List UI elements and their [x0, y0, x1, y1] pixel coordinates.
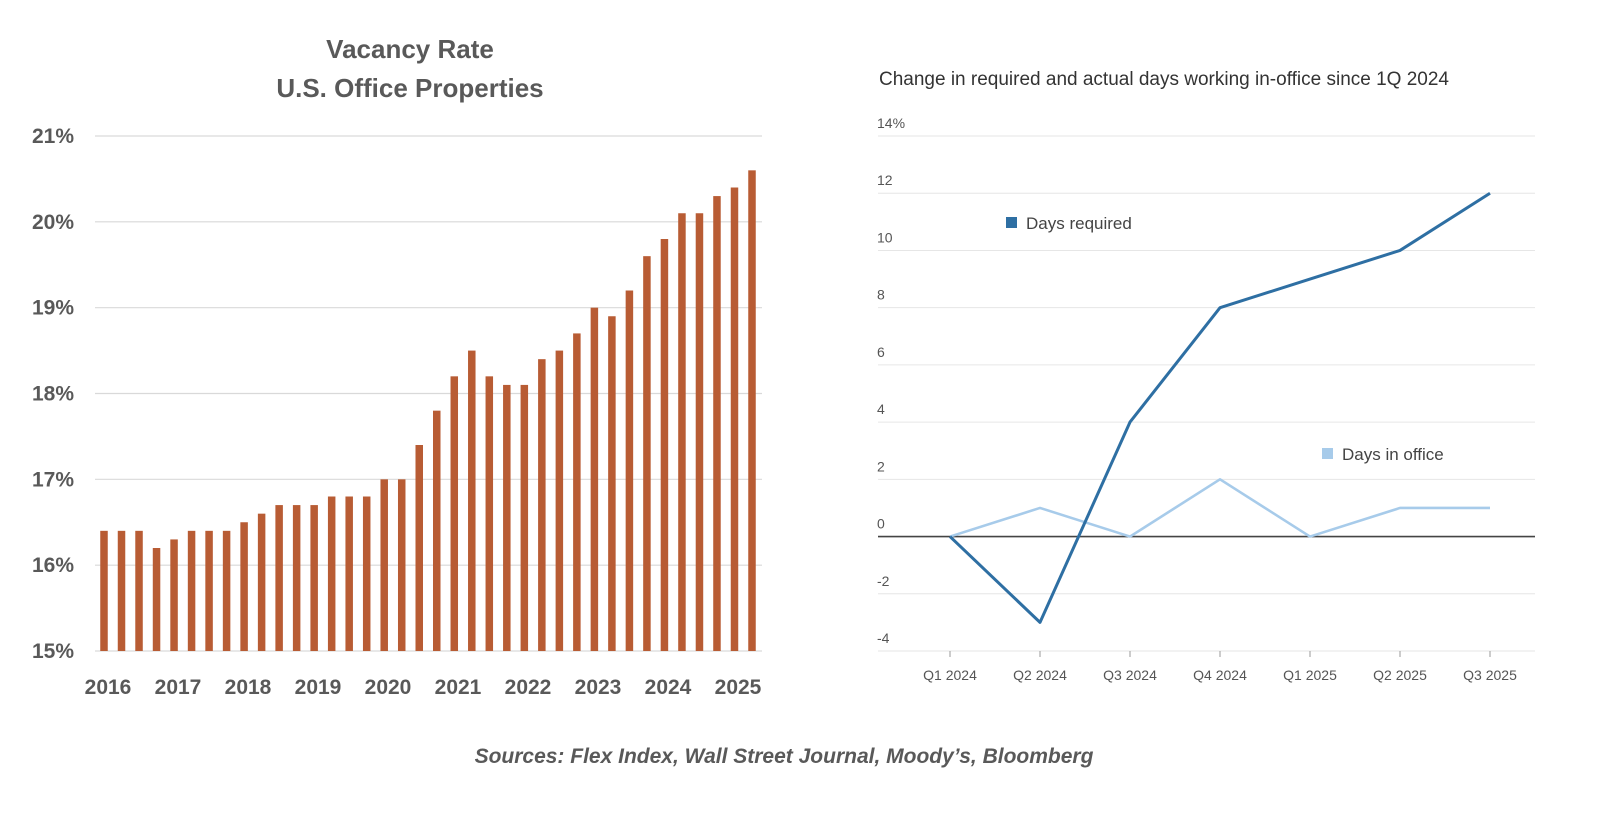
- vacancy-bar: [555, 350, 564, 651]
- chart2-y-tick-label: -4: [877, 630, 890, 646]
- chart2-y-tick-label: 0: [877, 516, 885, 532]
- vacancy-bar: [187, 530, 196, 651]
- vacancy-bar: [275, 505, 283, 651]
- vacancy-bar: [117, 530, 126, 651]
- vacancy-bar: [625, 290, 634, 651]
- vacancy-bar: [468, 350, 476, 651]
- vacancy-bar: [345, 496, 353, 651]
- vacancy-bar: [100, 530, 108, 651]
- vacancy-bar: [327, 496, 336, 651]
- chart1-y-tick-label: 19%: [32, 297, 74, 320]
- vacancy-bar: [748, 170, 756, 652]
- chart1-x-tick-label: 2018: [225, 676, 272, 699]
- chart2-y-tick-label: 10: [877, 229, 893, 245]
- chart2-x-tick-label: Q3 2024: [1103, 667, 1157, 683]
- chart1-x-tick-label: 2017: [155, 676, 202, 699]
- chart2-x-tick-label: Q2 2025: [1373, 667, 1427, 683]
- vacancy-bar: [222, 530, 231, 651]
- chart2-x-tick-label: Q1 2025: [1283, 667, 1337, 683]
- legend-swatch-days-required: [1006, 217, 1017, 228]
- chart1-y-tick-label: 15%: [32, 640, 74, 663]
- chart1-bars: [100, 170, 756, 652]
- vacancy-bar: [573, 333, 581, 651]
- chart1-title: Vacancy Rate: [326, 34, 494, 64]
- chart2-y-tick-label: 14%: [877, 115, 905, 131]
- chart2-series-lines: [948, 191, 1491, 624]
- chart1-subtitle: U.S. Office Properties: [276, 73, 543, 103]
- chart1-y-tick-label: 20%: [32, 211, 74, 234]
- vacancy-bar: [678, 213, 686, 651]
- chart2-y-tick-label: -2: [877, 573, 890, 589]
- vacancy-bar: [170, 539, 178, 651]
- vacancy-bar: [240, 522, 248, 651]
- vacancy-bar: [380, 479, 388, 651]
- chart2-x-tick-label: Q3 2025: [1463, 667, 1517, 683]
- chart2-y-tick-label: 8: [877, 287, 885, 303]
- vacancy-bar: [695, 213, 704, 651]
- vacancy-bar: [713, 196, 721, 652]
- chart1-y-tick-label: 16%: [32, 554, 74, 577]
- chart2-y-tick-label: 4: [877, 401, 885, 417]
- chart1-x-tick-label: 2019: [295, 676, 342, 699]
- chart1-x-tick-label: 2025: [715, 676, 762, 699]
- vacancy-rate-chart: Vacancy Rate U.S. Office Properties 15%1…: [32, 34, 762, 699]
- vacancy-bar: [538, 359, 546, 651]
- chart2-y-tick-label: 6: [877, 344, 885, 360]
- vacancy-bar: [362, 496, 371, 651]
- vacancy-bar: [608, 316, 616, 651]
- legend-label-days-in-office: Days in office: [1342, 445, 1444, 464]
- chart1-y-tick-label: 18%: [32, 383, 74, 406]
- legend-swatch-days-in-office: [1322, 448, 1333, 459]
- vacancy-bar: [205, 530, 213, 651]
- vacancy-bar: [415, 445, 423, 651]
- days-in-office-line: [949, 478, 1490, 538]
- vacancy-bar: [310, 505, 318, 651]
- vacancy-bar: [433, 410, 441, 651]
- vacancy-bar: [520, 384, 529, 651]
- chart1-y-tick-label: 21%: [32, 125, 74, 148]
- chart1-x-axis: 2016 2017 2018 2019 2020 2021 2022 2023 2024 2025: [85, 676, 762, 699]
- chart1-x-tick-label: 2021: [435, 676, 482, 699]
- legend-label-days-required: Days required: [1026, 214, 1132, 233]
- chart2-y-tick-label: 2: [877, 458, 885, 474]
- chart1-y-axis: 15% 16% 17% 18% 19% 20% 21%: [32, 125, 74, 663]
- chart2-y-tick-label: 12: [877, 172, 893, 188]
- chart2-y-axis: -4 -2 0 2 4 6 8 10 12 14%: [877, 115, 905, 646]
- vacancy-bar: [590, 307, 599, 651]
- chart1-x-tick-label: 2023: [575, 676, 622, 699]
- chart2-gridlines: [878, 135, 1535, 652]
- chart1-x-tick-label: 2024: [645, 676, 692, 699]
- chart1-y-tick-label: 17%: [32, 468, 74, 491]
- vacancy-bar: [503, 384, 511, 651]
- vacancy-bar: [730, 187, 739, 651]
- vacancy-bar: [135, 530, 143, 651]
- vacancy-bar: [152, 548, 161, 651]
- vacancy-bar: [643, 256, 651, 651]
- chart2-x-axis: Q1 2024 Q2 2024 Q3 2024 Q4 2024 Q1 2025 Q2 20…: [923, 651, 1517, 683]
- vacancy-bar: [292, 505, 301, 651]
- days-required-line: [948, 191, 1491, 624]
- vacancy-bar: [257, 513, 266, 651]
- chart2-legend: Days required Days in office: [1006, 214, 1444, 464]
- chart1-x-tick-label: 2022: [505, 676, 552, 699]
- vacancy-bar: [660, 239, 669, 651]
- chart1-x-tick-label: 2016: [85, 676, 132, 699]
- chart2-x-tick-label: Q2 2024: [1013, 667, 1067, 683]
- vacancy-bar: [397, 479, 406, 651]
- chart2-title: Change in required and actual days worki…: [879, 69, 1449, 90]
- chart1-x-tick-label: 2020: [365, 676, 412, 699]
- in-office-days-chart: Change in required and actual days worki…: [877, 69, 1535, 683]
- source-note: Sources: Flex Index, Wall Street Journal…: [475, 745, 1094, 768]
- chart2-x-tick-label: Q1 2024: [923, 667, 977, 683]
- vacancy-bar: [485, 376, 494, 651]
- vacancy-bar: [450, 376, 459, 651]
- chart2-x-tick-label: Q4 2024: [1193, 667, 1247, 683]
